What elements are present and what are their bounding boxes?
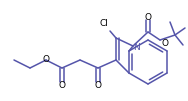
Text: O: O bbox=[145, 13, 152, 22]
Text: O: O bbox=[161, 39, 168, 48]
Text: Cl: Cl bbox=[100, 19, 108, 28]
Text: O: O bbox=[42, 55, 49, 64]
Text: O: O bbox=[95, 82, 102, 90]
Text: O: O bbox=[58, 82, 65, 90]
Text: N: N bbox=[134, 43, 140, 52]
